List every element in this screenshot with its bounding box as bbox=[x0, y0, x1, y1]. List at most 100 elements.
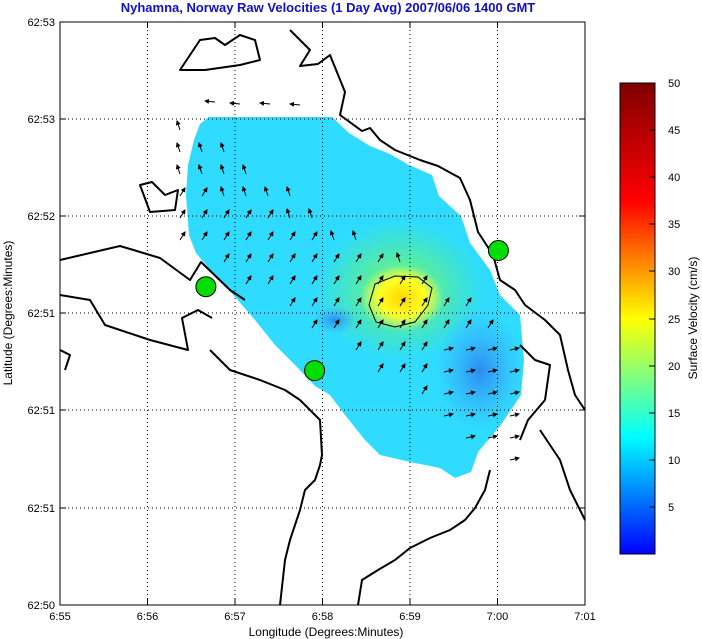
velocity-arrow bbox=[179, 231, 186, 241]
y-tick-label: 62:51 bbox=[27, 503, 55, 515]
colorbar-tick-label: 45 bbox=[668, 125, 680, 137]
velocity-arrow bbox=[465, 390, 476, 396]
velocity-arrow bbox=[241, 164, 247, 175]
velocity-arrow bbox=[377, 253, 384, 263]
velocity-arrow bbox=[219, 164, 225, 175]
velocity-arrow bbox=[223, 253, 230, 263]
velocity-arrow bbox=[509, 368, 520, 374]
velocity-arrow bbox=[219, 142, 225, 153]
radar-site-marker bbox=[195, 276, 217, 298]
velocity-arrow bbox=[465, 297, 472, 307]
velocity-arrow bbox=[465, 346, 476, 352]
speed-region-low-west bbox=[313, 306, 357, 334]
colorbar-tick-label: 20 bbox=[668, 361, 680, 373]
velocity-arrow bbox=[355, 253, 362, 263]
velocity-arrow bbox=[465, 412, 476, 418]
x-axis-label: Longitude (Degrees:Minutes) bbox=[249, 625, 404, 639]
velocity-arrow bbox=[421, 341, 428, 351]
velocity-arrow bbox=[333, 297, 340, 307]
velocity-arrow bbox=[509, 346, 520, 352]
radar-sites bbox=[195, 240, 509, 382]
velocity-arrow bbox=[487, 390, 498, 396]
velocity-vectors bbox=[175, 98, 520, 462]
velocity-arrow bbox=[241, 186, 247, 197]
speed-region-high bbox=[360, 265, 444, 331]
chart-title: Nyhamna, Norway Raw Velocities (1 Day Av… bbox=[121, 0, 536, 15]
radar-site-marker bbox=[304, 360, 326, 382]
colorbar: 5 10 15 20 25 30 35 40 45 50 Surface Vel… bbox=[619, 78, 700, 555]
velocity-arrow bbox=[201, 231, 208, 241]
velocity-arrow bbox=[465, 368, 476, 374]
velocity-arrow bbox=[399, 297, 406, 307]
velocity-arrow bbox=[509, 412, 520, 418]
plot-area bbox=[59, 21, 586, 606]
velocity-arrow bbox=[377, 363, 384, 373]
velocity-arrow bbox=[421, 275, 428, 285]
velocity-arrow bbox=[263, 186, 269, 197]
velocity-arrow bbox=[267, 275, 274, 285]
velocity-arrow bbox=[421, 385, 428, 395]
velocity-arrow bbox=[223, 231, 230, 241]
velocity-arrow bbox=[443, 297, 450, 307]
velocity-arrow bbox=[355, 275, 362, 285]
x-tick-label: 6:58 bbox=[312, 611, 333, 623]
velocity-arrow bbox=[179, 187, 186, 197]
velocity-arrow bbox=[399, 363, 406, 373]
velocity-arrow bbox=[245, 253, 252, 263]
y-tick-label: 62:53 bbox=[27, 17, 55, 29]
colorbar-tick-label: 30 bbox=[668, 266, 680, 278]
velocity-arrow bbox=[355, 341, 362, 351]
velocity-arrow bbox=[289, 101, 301, 107]
y-tick-label: 62:51 bbox=[27, 405, 55, 417]
velocity-arrow bbox=[333, 253, 340, 263]
velocity-arrow bbox=[285, 186, 291, 197]
velocity-arrow bbox=[267, 231, 274, 241]
velocity-arrow bbox=[377, 319, 384, 329]
velocity-arrow bbox=[311, 319, 318, 329]
y-tick-label: 62:53 bbox=[27, 114, 55, 126]
velocity-arrow bbox=[333, 319, 340, 329]
velocity-arrow bbox=[245, 231, 252, 241]
velocity-arrow bbox=[311, 253, 318, 263]
velocity-arrow bbox=[229, 100, 241, 106]
velocity-arrow bbox=[197, 142, 203, 153]
x-tick-label: 6:56 bbox=[137, 611, 158, 623]
velocity-arrow bbox=[175, 142, 181, 153]
velocity-arrow bbox=[399, 319, 406, 329]
velocity-arrow bbox=[245, 275, 252, 285]
velocity-arrow bbox=[487, 434, 498, 440]
velocity-arrow bbox=[399, 341, 406, 351]
velocity-arrow bbox=[443, 346, 454, 352]
colorbar-tick-label: 40 bbox=[668, 172, 680, 184]
colorbar-ticks bbox=[649, 129, 655, 508]
velocity-arrow bbox=[465, 319, 472, 329]
velocity-arrow bbox=[487, 412, 498, 418]
velocity-arrow bbox=[259, 100, 271, 106]
colorbar-tick-label: 10 bbox=[668, 455, 680, 467]
x-tick-labels: 6:55 6:56 6:57 6:58 6:59 7:00 7:01 bbox=[49, 611, 595, 623]
velocity-arrow bbox=[175, 164, 181, 175]
colorbar-tick-label: 25 bbox=[668, 314, 680, 326]
velocity-arrow bbox=[311, 297, 318, 307]
velocity-arrow bbox=[395, 252, 401, 263]
velocity-arrow bbox=[204, 98, 216, 104]
y-axis-label: Latitude (Degrees:Minutes) bbox=[1, 241, 15, 386]
velocity-arrow bbox=[377, 341, 384, 351]
velocity-arrow bbox=[421, 363, 428, 373]
colorbar-tick-label: 35 bbox=[668, 219, 680, 231]
velocity-arrow bbox=[289, 275, 296, 285]
velocity-arrow bbox=[421, 297, 428, 307]
radar-site-marker bbox=[487, 240, 509, 261]
velocity-arrow bbox=[487, 319, 494, 329]
axis-ticks bbox=[60, 22, 585, 605]
velocity-arrow bbox=[443, 368, 454, 374]
y-tick-label: 62:52 bbox=[27, 211, 55, 223]
colorbar-tick-label: 5 bbox=[668, 502, 674, 514]
velocity-arrow bbox=[311, 231, 318, 241]
velocity-arrow bbox=[289, 231, 296, 241]
velocity-arrow bbox=[333, 275, 340, 285]
velocity-arrow bbox=[487, 346, 498, 352]
velocity-arrow bbox=[245, 209, 252, 219]
velocity-arrow bbox=[329, 230, 335, 241]
